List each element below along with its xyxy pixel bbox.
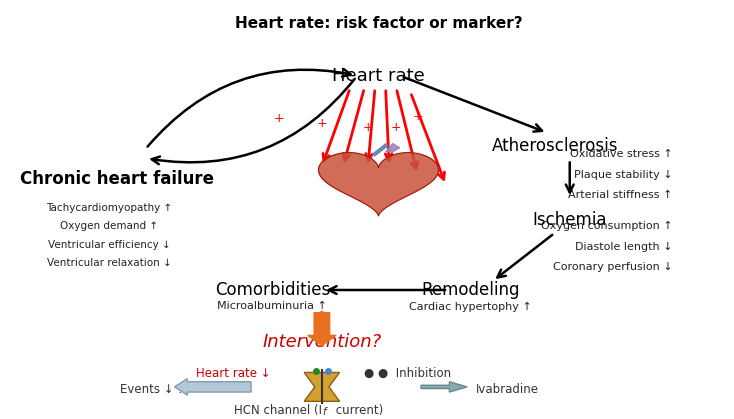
Text: Tachycardiomyopathy ↑: Tachycardiomyopathy ↑	[46, 202, 172, 212]
Text: Cardiac hypertophy ↑: Cardiac hypertophy ↑	[410, 301, 532, 311]
Text: Heart rate ↓: Heart rate ↓	[196, 367, 271, 380]
Text: +: +	[363, 121, 373, 134]
Text: +: +	[413, 110, 423, 123]
Text: Coronary perfusion ↓: Coronary perfusion ↓	[553, 262, 672, 272]
Text: Comorbidities: Comorbidities	[214, 281, 330, 299]
Text: Microalbuminuria ↑: Microalbuminuria ↑	[217, 302, 327, 311]
Text: Plaque stability ↓: Plaque stability ↓	[574, 170, 672, 180]
Text: Events ↓ ?: Events ↓ ?	[120, 383, 184, 396]
Text: Ventricular relaxation ↓: Ventricular relaxation ↓	[47, 258, 172, 268]
Text: +: +	[316, 116, 327, 129]
Text: Oxygen consumption ↑: Oxygen consumption ↑	[541, 221, 672, 231]
Text: +: +	[274, 112, 285, 125]
Text: Diastole length ↓: Diastole length ↓	[575, 242, 672, 252]
Text: Intervention?: Intervention?	[262, 333, 382, 351]
Text: Arterial stiffness ↑: Arterial stiffness ↑	[568, 190, 672, 200]
Text: current): current)	[333, 404, 384, 417]
Text: Ischemia: Ischemia	[532, 211, 607, 229]
Text: Oxidative stress ↑: Oxidative stress ↑	[570, 149, 672, 159]
Polygon shape	[319, 153, 438, 216]
FancyArrow shape	[308, 313, 336, 346]
Text: Ventricular efficiency ↓: Ventricular efficiency ↓	[48, 240, 171, 250]
Text: Chronic heart failure: Chronic heart failure	[20, 170, 214, 188]
Text: ● ●  Inhibition: ● ● Inhibition	[364, 367, 451, 380]
Text: Ivabradine: Ivabradine	[476, 383, 539, 396]
Polygon shape	[304, 372, 340, 401]
Polygon shape	[385, 144, 400, 152]
Text: +: +	[391, 121, 401, 134]
Text: Remodeling: Remodeling	[421, 281, 520, 299]
FancyArrow shape	[175, 379, 251, 395]
Text: f: f	[322, 407, 325, 417]
Text: Heart rate: Heart rate	[333, 67, 425, 85]
Text: Atherosclerosis: Atherosclerosis	[493, 137, 619, 155]
FancyArrow shape	[421, 382, 467, 392]
Text: Heart rate: risk factor or marker?: Heart rate: risk factor or marker?	[235, 16, 523, 31]
Text: HCN channel (I: HCN channel (I	[234, 404, 322, 417]
Text: Oxygen demand ↑: Oxygen demand ↑	[60, 221, 159, 231]
